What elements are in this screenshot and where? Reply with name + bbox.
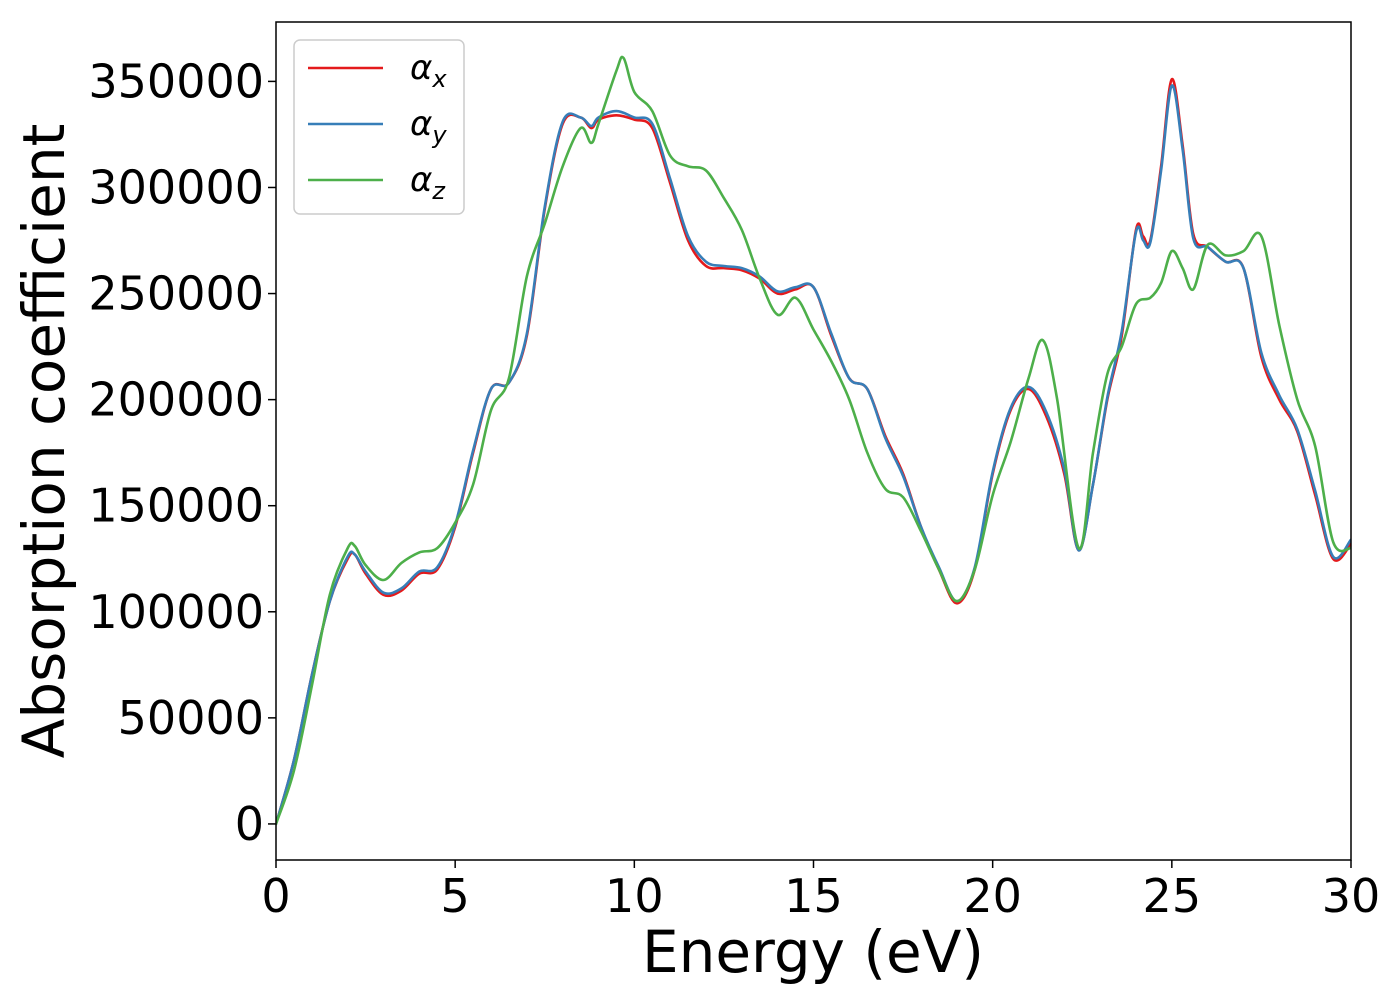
x-tick-label: 15 <box>784 869 843 923</box>
y-tick-label: 350000 <box>88 54 264 108</box>
legend-subscript-z: z <box>431 177 446 205</box>
series-line-z <box>276 55 1351 826</box>
x-tick-label: 20 <box>963 869 1022 923</box>
y-tick-label: 250000 <box>88 267 264 321</box>
x-tick-label: 25 <box>1143 869 1202 923</box>
y-tick-label: 200000 <box>88 373 264 427</box>
y-tick-label: 150000 <box>88 479 264 533</box>
y-tick-label: 0 <box>235 797 264 851</box>
y-tick-label: 50000 <box>118 691 264 745</box>
y-tick-label: 100000 <box>88 585 264 639</box>
x-tick-label: 0 <box>261 869 290 923</box>
x-tick-label: 30 <box>1322 869 1381 923</box>
x-tick-label: 10 <box>605 869 664 923</box>
legend-subscript-y: y <box>431 121 447 149</box>
x-tick-label: 5 <box>441 869 470 923</box>
x-axis-label: Energy (eV) <box>642 918 984 986</box>
legend-frame <box>293 39 465 215</box>
y-tick-label: 300000 <box>88 160 264 214</box>
y-axis-label: Absorption coefficient <box>10 124 78 759</box>
legend-label-z: αz <box>410 160 446 205</box>
x-axis-ticks: 0 5 10 15 20 25 30 <box>261 860 1380 923</box>
series-layer <box>276 55 1351 826</box>
legend-subscript-x: x <box>431 65 447 93</box>
y-axis-ticks: 0 50000 100000 150000 200000 250000 300000 3500… <box>88 54 276 851</box>
